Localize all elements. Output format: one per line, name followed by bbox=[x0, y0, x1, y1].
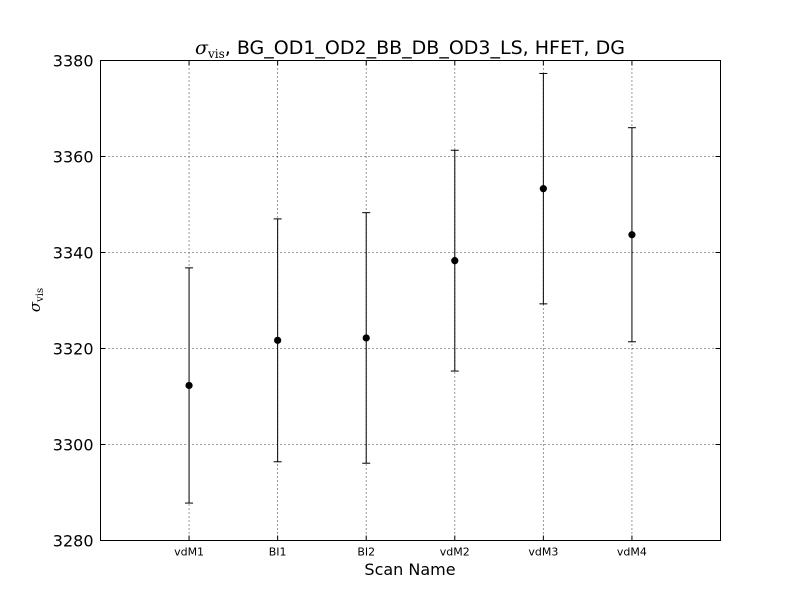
data-point-BI2 bbox=[362, 334, 370, 342]
y-tick-label: 3340 bbox=[53, 244, 94, 263]
data-point-vdM1 bbox=[185, 381, 193, 390]
data-point-vdM2 bbox=[451, 257, 459, 265]
title-text: , BG_OD1_OD2_BB_DB_OD3_LS, HFET, DG bbox=[225, 37, 625, 59]
data-points bbox=[185, 185, 636, 390]
x-tick-label-BI2: BI2 bbox=[357, 546, 375, 559]
title-sigma: σ bbox=[195, 37, 209, 59]
x-tick-label-vdM3: vdM3 bbox=[528, 546, 558, 559]
data-point-vdM4 bbox=[628, 231, 636, 239]
y-tick-label: 3360 bbox=[53, 148, 94, 167]
x-tick-label-BI1: BI1 bbox=[269, 546, 287, 559]
x-tick-label-vdM4: vdM4 bbox=[617, 546, 647, 559]
x-tick-label-vdM1: vdM1 bbox=[174, 546, 204, 559]
y-label-subscript: vis bbox=[35, 288, 46, 303]
y-tick-label: 3380 bbox=[53, 52, 94, 71]
y-tick-label: 3280 bbox=[53, 532, 94, 551]
x-axis-label: Scan Name bbox=[364, 560, 455, 579]
y-tick-labels: 3280 3300 3320 3340 3360 3380 bbox=[53, 52, 721, 551]
y-label-sigma: σ bbox=[26, 301, 44, 312]
data-point-vdM3 bbox=[539, 185, 547, 193]
x-tick-labels: vdM1 BI1 BI2 vdM2 vdM3 vdM4 bbox=[174, 60, 647, 559]
plot-frame bbox=[100, 60, 721, 541]
x-tick-label-vdM2: vdM2 bbox=[440, 546, 470, 559]
title-subscript: vis bbox=[207, 47, 225, 61]
chart-title: σvis, BG_OD1_OD2_BB_DB_OD3_LS, HFET, DG bbox=[195, 37, 625, 61]
grid-lines bbox=[100, 60, 721, 541]
y-axis-label: σvis bbox=[26, 288, 46, 312]
error-bars bbox=[185, 72, 636, 504]
y-tick-label: 3320 bbox=[53, 340, 94, 359]
y-tick-label: 3300 bbox=[53, 436, 94, 455]
data-point-BI1 bbox=[274, 336, 282, 344]
